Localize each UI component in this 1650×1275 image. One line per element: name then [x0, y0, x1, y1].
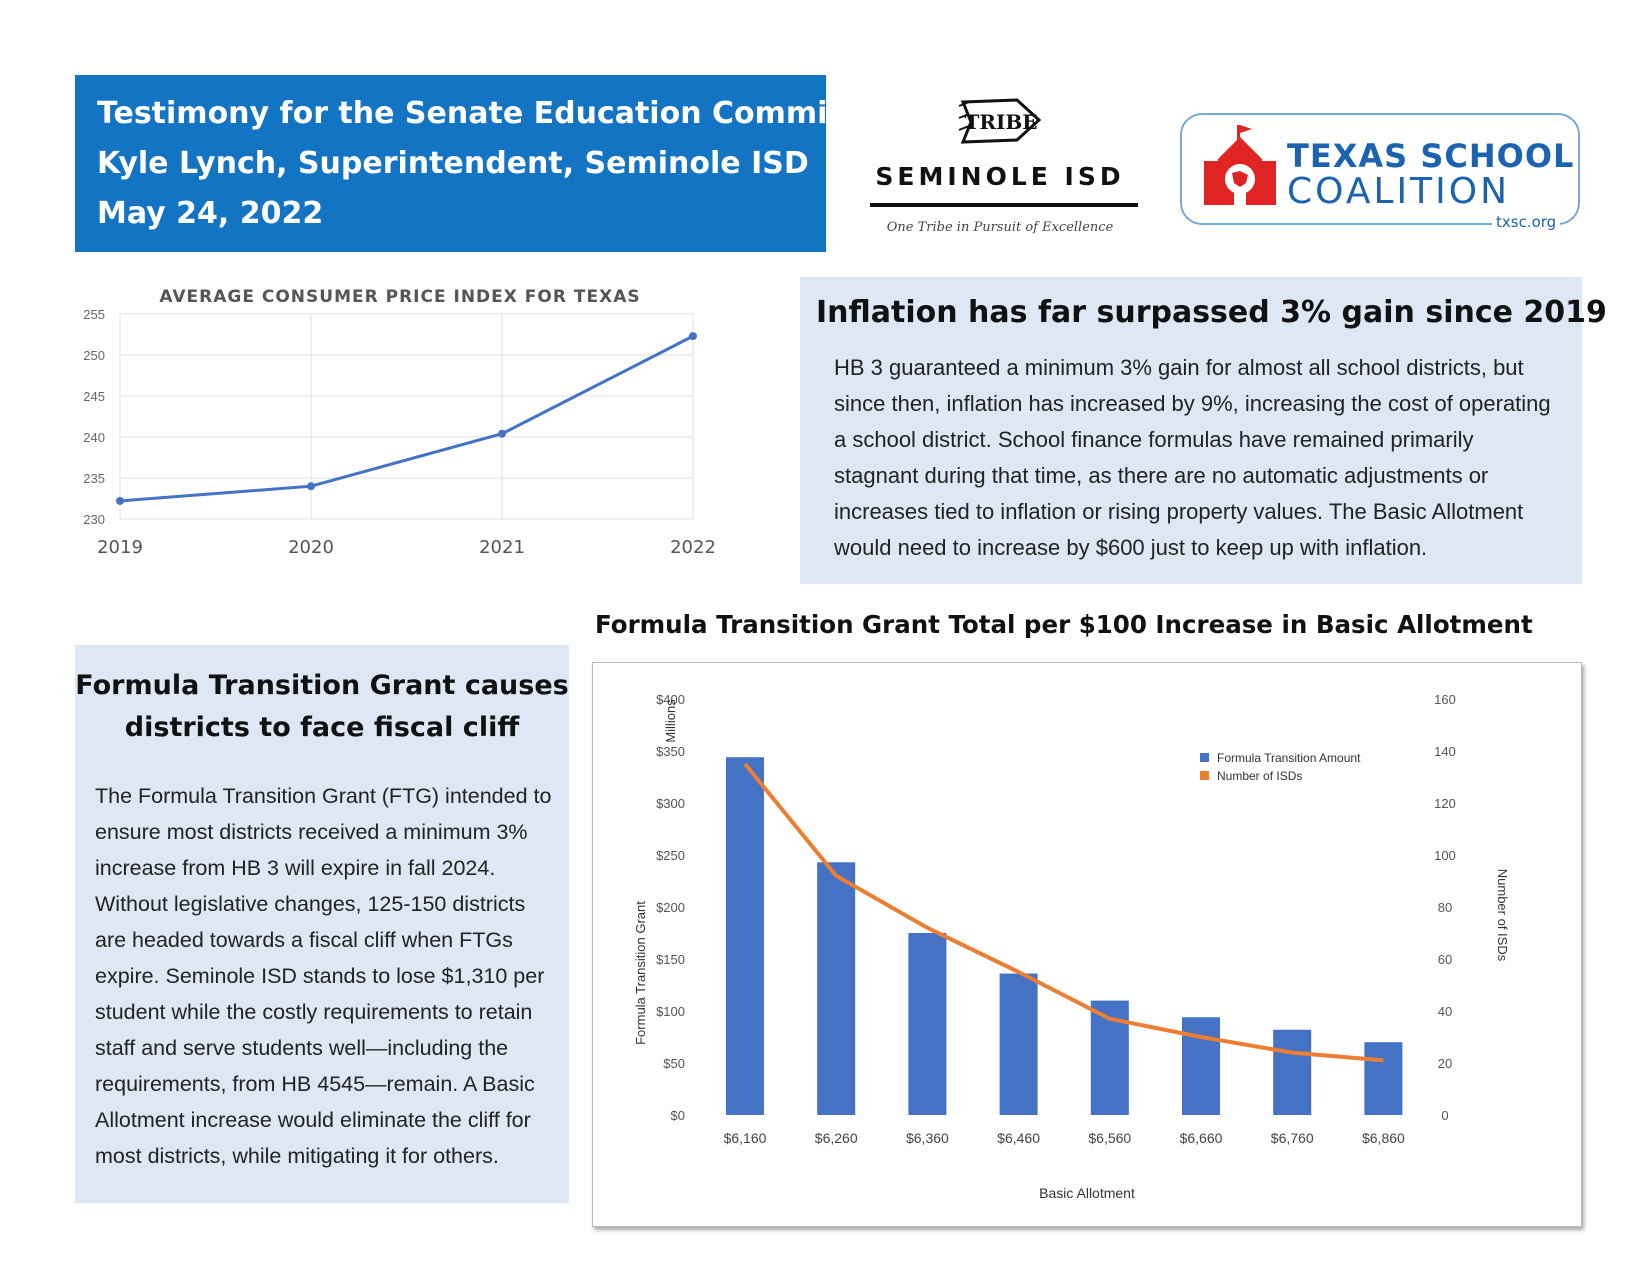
cpi-ytick-label: 230 — [83, 512, 105, 527]
ftg-xlabel: Basic Allotment — [1039, 1185, 1135, 1201]
legend-label-isds: Number of ISDs — [1217, 769, 1302, 783]
cpi-ytick-label: 250 — [83, 348, 105, 363]
ftg-bars — [726, 757, 1403, 1115]
ftg-xtick-label: $6,460 — [997, 1130, 1040, 1146]
seminole-rule — [870, 203, 1138, 207]
ftg-bar — [908, 933, 947, 1115]
seminole-name: SEMINOLE ISD — [875, 162, 1125, 191]
ftg-y2label: Number of ISDs — [1495, 869, 1510, 962]
cpi-xtick-label: 2022 — [670, 537, 716, 558]
ftg-y2tick-label: 80 — [1438, 900, 1452, 915]
ftg-right-axis: 160 140 120 100 80 60 40 20 0 — [1434, 692, 1456, 1123]
ftg-heading-line2: districts to face fiscal cliff — [124, 712, 520, 743]
ftg-ytick-label: $300 — [656, 796, 685, 811]
schoolhouse-icon — [1204, 125, 1276, 205]
cpi-y-axis: 255 250 245 240 235 230 — [83, 307, 105, 527]
header-title: Testimony for the Senate Education Commi… — [97, 96, 897, 131]
ftg-y2tick-label: 40 — [1438, 1004, 1452, 1019]
ftg-ytick-label: $50 — [663, 1056, 685, 1071]
legend-swatch-isds — [1200, 771, 1209, 780]
cpi-grid — [119, 313, 694, 520]
tribe-text: TRIBE — [964, 110, 1037, 134]
ftg-xtick-label: $6,360 — [906, 1130, 949, 1146]
ftg-legend: Formula Transition Amount Number of ISDs — [1200, 751, 1361, 783]
ftg-bar — [1182, 1017, 1220, 1115]
ftg-y2tick-label: 120 — [1434, 796, 1456, 811]
texas-school-coalition-logo: TEXAS SCHOOL COALITION txsc.org — [1180, 113, 1580, 231]
ftg-bar — [817, 862, 856, 1115]
header-banner: Testimony for the Senate Education Commi… — [75, 75, 897, 252]
ftg-y2tick-label: 160 — [1434, 692, 1456, 707]
ftg-xtick-label: $6,860 — [1362, 1130, 1405, 1146]
seminole-isd-logo: TRIBE SEMINOLE ISD One Tribe in Pursuit … — [860, 96, 1140, 246]
cpi-data-point — [498, 429, 506, 438]
ftg-ytick-label: $400 — [656, 692, 685, 707]
ftg-ylabel: Formula Transition Grant — [633, 901, 648, 1045]
cpi-xtick-label: 2019 — [97, 537, 143, 558]
ftg-ytick-label: $0 — [671, 1108, 685, 1123]
ftg-bar — [1364, 1042, 1403, 1115]
ftg-left-axis: $400 $350 $300 $250 $200 $150 $100 $50 $0 — [656, 692, 685, 1123]
ftg-chart-title: Formula Transition Grant Total per $100 … — [595, 610, 1533, 639]
ftg-isd-line-path — [743, 762, 1384, 1063]
ftg-ytick-label: $100 — [656, 1004, 685, 1019]
legend-label-ftg: Formula Transition Amount — [1217, 751, 1361, 765]
ftg-xtick-label: $6,160 — [724, 1130, 767, 1146]
cpi-series-line — [119, 334, 694, 503]
ftg-heading: Formula Transition Grant causes district… — [75, 665, 569, 749]
cpi-series — [116, 332, 697, 505]
ftg-ylabel-unit: Millions — [663, 699, 678, 743]
ftg-isd-line — [743, 762, 1384, 1063]
cpi-xtick-label: 2020 — [288, 537, 334, 558]
ftg-bar — [1273, 1029, 1312, 1115]
ftg-ytick-label: $250 — [656, 848, 685, 863]
tsc-url: txsc.org — [1492, 213, 1561, 231]
legend-swatch-ftg — [1200, 753, 1209, 762]
ftg-bar-chart: $400 $350 $300 $250 $200 $150 $100 $50 $0 160 140… — [633, 692, 1510, 1201]
ftg-y2tick-label: 20 — [1438, 1056, 1452, 1071]
tsc-name-line1: TEXAS SCHOOL — [1287, 137, 1575, 175]
ftg-x-axis: $6,160 $6,260 $6,360 $6,460 $6,560 $6,660 $6,7… — [724, 1130, 1405, 1146]
ftg-bar — [999, 973, 1038, 1115]
cpi-line-chart: AVERAGE CONSUMER PRICE INDEX FOR TEXAS 2… — [83, 287, 716, 558]
ftg-ytick-label: $350 — [656, 744, 685, 759]
cpi-ytick-label: 255 — [83, 307, 105, 322]
ftg-xtick-label: $6,660 — [1180, 1130, 1223, 1146]
cpi-ytick-label: 240 — [83, 430, 105, 445]
ftg-ytick-label: $200 — [656, 900, 685, 915]
seminole-motto: One Tribe in Pursuit of Excellence — [886, 220, 1114, 235]
header-author: Kyle Lynch, Superintendent, Seminole ISD — [97, 146, 809, 181]
cpi-x-axis: 2019 2020 2021 2022 — [97, 537, 716, 558]
tsc-name-line2: COALITION — [1287, 171, 1511, 212]
ftg-xtick-label: $6,760 — [1271, 1130, 1314, 1146]
header-date: May 24, 2022 — [97, 196, 324, 231]
ftg-y2tick-label: 60 — [1438, 952, 1452, 967]
inflation-panel: Inflation has far surpassed 3% gain sinc… — [800, 277, 1607, 584]
inflation-heading: Inflation has far surpassed 3% gain sinc… — [816, 295, 1607, 330]
cpi-data-point — [689, 332, 697, 341]
ftg-bar — [726, 757, 764, 1115]
ftg-body: The Formula Transition Grant (FTG) inten… — [95, 784, 552, 1168]
cpi-chart-title: AVERAGE CONSUMER PRICE INDEX FOR TEXAS — [159, 287, 640, 307]
inflation-body: HB 3 guaranteed a minimum 3% gain for al… — [834, 355, 1551, 560]
cpi-data-point — [116, 496, 124, 505]
ftg-xtick-label: $6,560 — [1088, 1130, 1131, 1146]
ftg-xtick-label: $6,260 — [815, 1130, 858, 1146]
cpi-ytick-label: 245 — [83, 389, 105, 404]
ftg-panel: Formula Transition Grant causes district… — [75, 645, 569, 1203]
ftg-y2tick-label: 100 — [1434, 848, 1456, 863]
cpi-data-point — [307, 482, 315, 491]
cpi-plot-border — [119, 313, 694, 520]
arrowhead-icon: TRIBE — [958, 98, 1042, 144]
ftg-heading-line1: Formula Transition Grant causes — [75, 670, 569, 701]
ftg-y2tick-label: 0 — [1441, 1108, 1448, 1123]
ftg-ytick-label: $150 — [656, 952, 685, 967]
cpi-xtick-label: 2021 — [479, 537, 525, 558]
ftg-chart-frame: $400 $350 $300 $250 $200 $150 $100 $50 $0 160 140… — [592, 662, 1582, 1227]
cpi-ytick-label: 235 — [83, 471, 105, 486]
ftg-y2tick-label: 140 — [1434, 744, 1456, 759]
